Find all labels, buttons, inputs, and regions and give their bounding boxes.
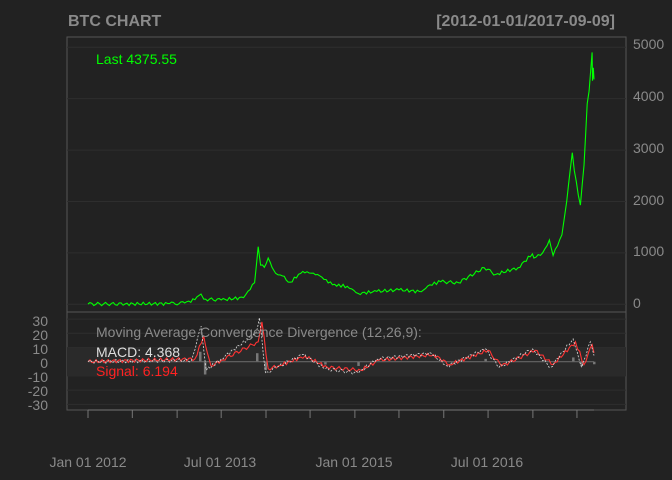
macd-value-label: MACD: 4.368 — [96, 344, 180, 360]
y-tick-label: 1000 — [633, 243, 664, 259]
macd-y-tick-label: -30 — [28, 397, 48, 413]
macd-y-tick-label: -10 — [28, 369, 48, 385]
x-tick-label: Jul 01 2013 — [184, 454, 257, 470]
macd-y-tick-label: 20 — [32, 327, 48, 343]
macd-histogram-bar — [357, 361, 360, 366]
macd-histogram-bar — [255, 353, 259, 362]
chart-title: BTC CHART — [68, 13, 162, 30]
y-tick-label: 3000 — [633, 140, 664, 156]
macd-y-tick-label: -20 — [28, 383, 48, 399]
macd-y-tick-label: 0 — [40, 355, 48, 371]
macd-histogram-bar — [203, 361, 207, 375]
macd-line — [87, 317, 595, 375]
price-line — [87, 52, 595, 307]
x-axis — [87, 409, 594, 418]
y-tick-label: 0 — [633, 295, 641, 311]
x-tick-label: Jan 01 2012 — [49, 454, 126, 470]
macd-histogram-bar — [593, 361, 596, 365]
macd-histogram-bar — [580, 361, 584, 366]
macd-title: Moving Average Convergence Divergence (1… — [96, 324, 422, 340]
last-value-label: Last 4375.55 — [96, 51, 177, 67]
macd-histogram-bar — [264, 361, 268, 371]
y-tick-label: 5000 — [633, 36, 664, 52]
x-tick-label: Jan 01 2015 — [315, 454, 392, 470]
date-range: [2012-01-01/2017-09-09] — [436, 13, 615, 30]
y-tick-label: 4000 — [633, 88, 664, 104]
x-tick-label: Jul 01 2016 — [451, 454, 524, 470]
signal-value-label: Signal: 6.194 — [96, 363, 178, 379]
macd-histogram-bar — [199, 351, 202, 362]
price-panel — [66, 36, 627, 313]
macd-y-tick-label: 30 — [32, 313, 48, 329]
macd-histogram-bar — [572, 357, 575, 362]
y-tick-label: 2000 — [633, 192, 664, 208]
macd-histogram-bar — [324, 361, 327, 365]
series-lines — [87, 52, 596, 375]
macd-histogram-bar — [484, 358, 487, 362]
macd-y-tick-label: 10 — [32, 341, 48, 357]
